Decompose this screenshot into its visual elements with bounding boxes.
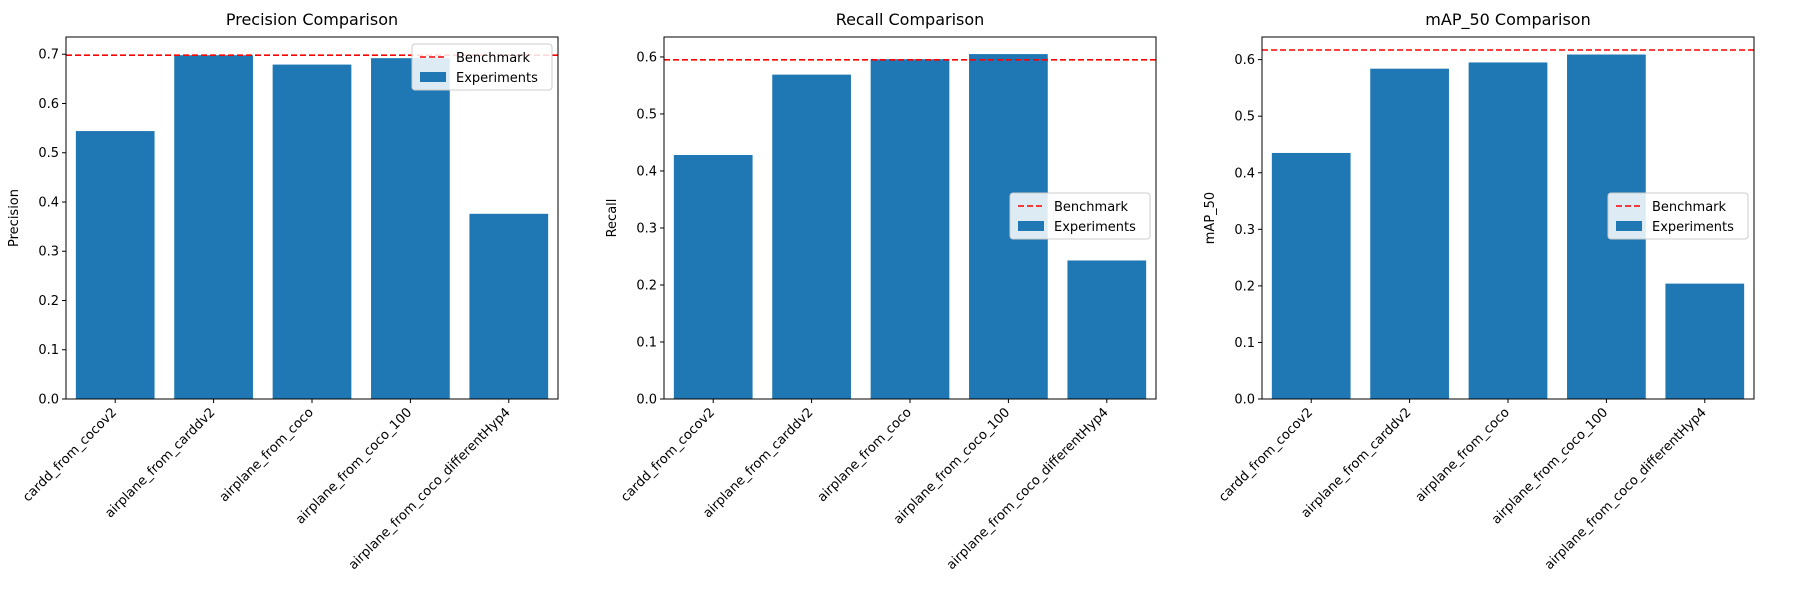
legend-experiments-swatch — [420, 72, 446, 82]
y-tick-label: 0.0 — [38, 393, 59, 408]
y-tick-label: 0.1 — [1234, 336, 1255, 351]
legend-box — [411, 43, 553, 91]
chart-title: mAP_50 Comparison — [1425, 10, 1590, 30]
legend-box — [1009, 192, 1151, 240]
legend: Benchmark Experiments — [1009, 192, 1151, 240]
y-tick-label: 0.4 — [636, 164, 657, 179]
legend-experiments-swatch — [1616, 221, 1642, 231]
bar — [272, 64, 352, 399]
bar — [870, 59, 950, 399]
y-tick-label: 0.5 — [1234, 110, 1255, 125]
bar — [1468, 62, 1548, 399]
y-tick-label: 0.5 — [636, 107, 657, 122]
bar — [371, 58, 450, 400]
y-tick-label: 0.3 — [1234, 223, 1255, 238]
bar — [673, 155, 753, 399]
y-tick-label: 0.6 — [636, 50, 657, 65]
bar — [1665, 283, 1745, 399]
y-tick-label: 0.7 — [38, 48, 59, 63]
y-tick-label: 0.2 — [38, 294, 59, 309]
y-tick-label: 0.3 — [38, 245, 59, 260]
y-tick-label: 0.4 — [1234, 166, 1255, 181]
bar — [1271, 152, 1351, 399]
bar — [1067, 260, 1147, 399]
bar — [772, 74, 851, 399]
y-tick-label: 0.6 — [38, 97, 59, 112]
legend-benchmark-label: Benchmark — [1652, 200, 1727, 215]
y-tick-label: 0.0 — [1234, 393, 1255, 408]
y-tick-label: 0.2 — [636, 278, 657, 293]
y-tick-label: 0.2 — [1234, 279, 1255, 294]
bar — [469, 213, 549, 399]
legend-experiments-label: Experiments — [456, 71, 538, 86]
y-axis-label: mAP_50 — [1203, 192, 1218, 244]
chart-title: Precision Comparison — [226, 10, 398, 29]
y-axis-label: Precision — [7, 189, 22, 247]
y-tick-label: 0.5 — [38, 146, 59, 161]
legend-experiments-swatch — [1018, 221, 1044, 231]
bar — [1370, 68, 1449, 400]
bar — [174, 55, 253, 399]
legend-benchmark-label: Benchmark — [1054, 200, 1129, 215]
legend-experiments-label: Experiments — [1054, 220, 1136, 235]
legend-experiments-label: Experiments — [1652, 220, 1734, 235]
chart-title: Recall Comparison — [836, 10, 985, 29]
y-tick-label: 0.6 — [1234, 53, 1255, 68]
y-tick-label: 0.3 — [636, 221, 657, 236]
y-tick-label: 0.4 — [38, 195, 59, 210]
y-tick-label: 0.1 — [38, 343, 59, 358]
bar — [75, 131, 155, 399]
legend: Benchmark Experiments — [1607, 192, 1749, 240]
legend-benchmark-label: Benchmark — [456, 51, 531, 66]
legend-box — [1607, 192, 1749, 240]
legend: Benchmark Experiments — [411, 43, 553, 91]
y-tick-label: 0.0 — [636, 393, 657, 408]
y-tick-label: 0.1 — [636, 335, 657, 350]
y-axis-label: Recall — [605, 199, 620, 238]
